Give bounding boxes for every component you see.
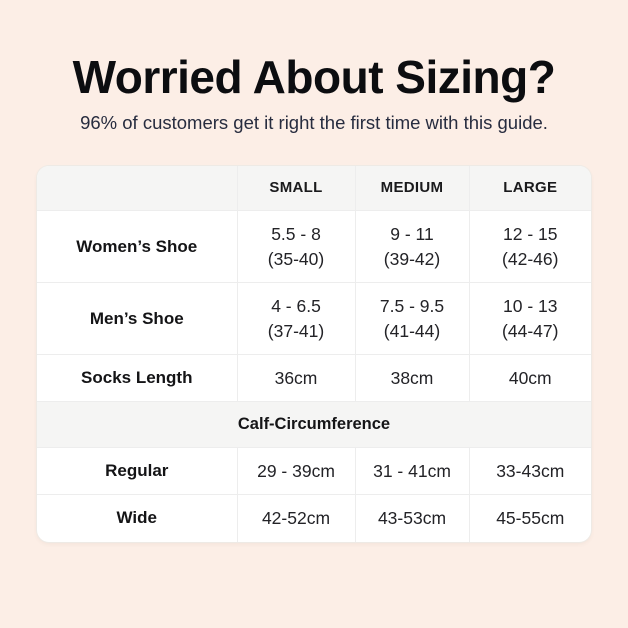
calf-wide-medium-cell: 43-53cm xyxy=(354,494,470,542)
socks-length-large-cell: 40cm xyxy=(468,354,591,403)
womens-medium-eu-range: (39-42) xyxy=(383,248,441,269)
mens-shoe-medium-cell: 7.5 - 9.5 (41-44) xyxy=(354,282,470,356)
mens-medium-us-range: 7.5 - 9.5 xyxy=(379,295,445,316)
calf-regular-medium-cell: 31 - 41cm xyxy=(354,447,470,496)
calf-circumference-section-label: Calf-Circumference xyxy=(37,401,591,449)
calf-wide-large-cell: 45-55cm xyxy=(468,494,591,542)
womens-small-eu-range: (35-40) xyxy=(267,248,325,269)
row-label-wide: Wide xyxy=(37,494,238,542)
mens-shoe-small-cell: 4 - 6.5 (37-41) xyxy=(236,282,356,356)
header-cell-medium: MEDIUM xyxy=(354,165,470,212)
mens-shoe-large-cell: 10 - 13 (44-47) xyxy=(468,282,591,356)
table-row-calf-regular: Regular 29 - 39cm 31 - 41cm 33-43cm xyxy=(37,447,591,496)
table-row-womens-shoe: Women’s Shoe 5.5 - 8 (35-40) 9 - 11 (39-… xyxy=(37,210,591,284)
header-cell-empty xyxy=(37,165,238,212)
womens-medium-us-range: 9 - 11 xyxy=(390,223,434,244)
womens-shoe-small-cell: 5.5 - 8 (35-40) xyxy=(236,210,356,284)
page-title: Worried About Sizing? xyxy=(72,51,556,103)
table-header-row: SMALL MEDIUM LARGE xyxy=(37,165,591,212)
row-label-regular: Regular xyxy=(37,447,238,496)
page-subtitle: 96% of customers get it right the first … xyxy=(80,111,548,133)
womens-small-us-range: 5.5 - 8 xyxy=(271,223,321,244)
mens-small-us-range: 4 - 6.5 xyxy=(271,295,321,316)
calf-regular-small-cell: 29 - 39cm xyxy=(236,447,356,496)
header-cell-small: SMALL xyxy=(236,165,356,212)
row-label-mens-shoe: Men’s Shoe xyxy=(37,282,238,356)
calf-regular-large-cell: 33-43cm xyxy=(468,447,591,496)
row-label-socks-length: Socks Length xyxy=(37,354,238,403)
womens-large-us-range: 12 - 15 xyxy=(503,223,558,244)
calf-wide-small-cell: 42-52cm xyxy=(236,494,356,542)
header-cell-large: LARGE xyxy=(468,165,591,212)
size-guide-table: SMALL MEDIUM LARGE Women’s Shoe 5.5 - 8 … xyxy=(37,165,591,542)
mens-large-eu-range: (44-47) xyxy=(502,320,559,341)
table-row-calf-wide: Wide 42-52cm 43-53cm 45-55cm xyxy=(37,494,591,542)
socks-length-small-cell: 36cm xyxy=(236,354,356,403)
table-row-socks-length: Socks Length 36cm 38cm 40cm xyxy=(37,354,591,403)
table-section-calf-circumference: Calf-Circumference xyxy=(37,401,591,449)
womens-shoe-large-cell: 12 - 15 (42-46) xyxy=(468,210,591,284)
row-label-womens-shoe: Women’s Shoe xyxy=(37,210,238,284)
womens-shoe-medium-cell: 9 - 11 (39-42) xyxy=(354,210,470,284)
table-row-mens-shoe: Men’s Shoe 4 - 6.5 (37-41) 7.5 - 9.5 (41… xyxy=(37,282,591,356)
mens-large-us-range: 10 - 13 xyxy=(503,295,558,316)
womens-large-eu-range: (42-46) xyxy=(502,248,559,269)
socks-length-medium-cell: 38cm xyxy=(354,354,470,403)
mens-small-eu-range: (37-41) xyxy=(267,320,325,341)
size-guide-card: SMALL MEDIUM LARGE Women’s Shoe 5.5 - 8 … xyxy=(37,165,591,542)
mens-medium-eu-range: (41-44) xyxy=(383,320,441,341)
